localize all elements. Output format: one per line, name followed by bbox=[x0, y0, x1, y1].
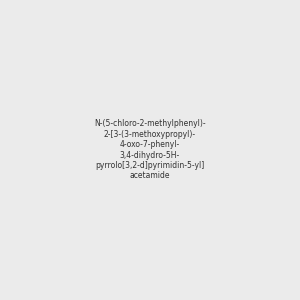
Text: N-(5-chloro-2-methylphenyl)-
2-[3-(3-methoxypropyl)-
4-oxo-7-phenyl-
3,4-dihydro: N-(5-chloro-2-methylphenyl)- 2-[3-(3-met… bbox=[94, 119, 206, 181]
